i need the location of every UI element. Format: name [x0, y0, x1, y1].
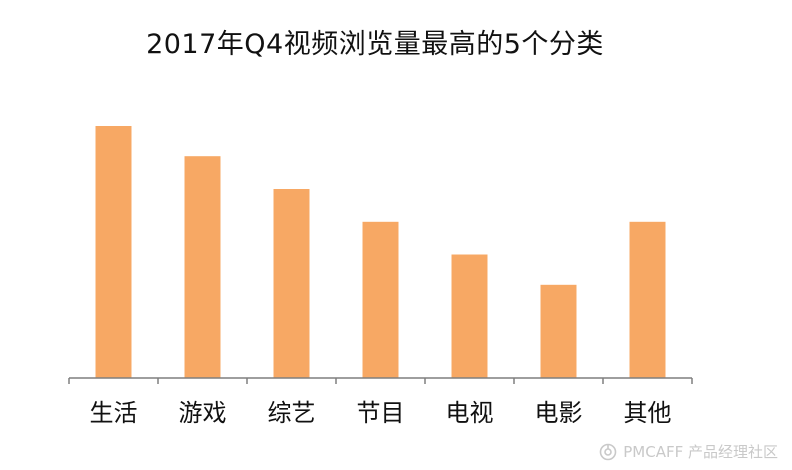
- x-tick-label: 电视: [446, 399, 494, 427]
- x-tick-label: 节目: [357, 399, 405, 427]
- x-tick-label: 生活: [90, 399, 138, 427]
- chart-title: 2017年Q4视频浏览量最高的5个分类: [146, 29, 604, 60]
- x-tick-label: 其他: [624, 399, 672, 427]
- bar-4: [362, 221, 399, 378]
- bar-6: [540, 284, 577, 378]
- watermark: PMCAFF 产品经理社区: [599, 441, 778, 462]
- bar-3: [273, 189, 310, 378]
- x-tick-label: 综艺: [268, 399, 316, 427]
- pmcaff-logo-icon: [599, 443, 617, 461]
- x-tick-label: 电影: [535, 399, 583, 427]
- watermark-text: PMCAFF 产品经理社区: [623, 443, 778, 461]
- bar-7: [629, 221, 666, 378]
- bar-2: [184, 156, 221, 378]
- x-tick-label: 游戏: [179, 399, 227, 427]
- bar-5: [451, 254, 488, 378]
- bar-1: [95, 126, 132, 378]
